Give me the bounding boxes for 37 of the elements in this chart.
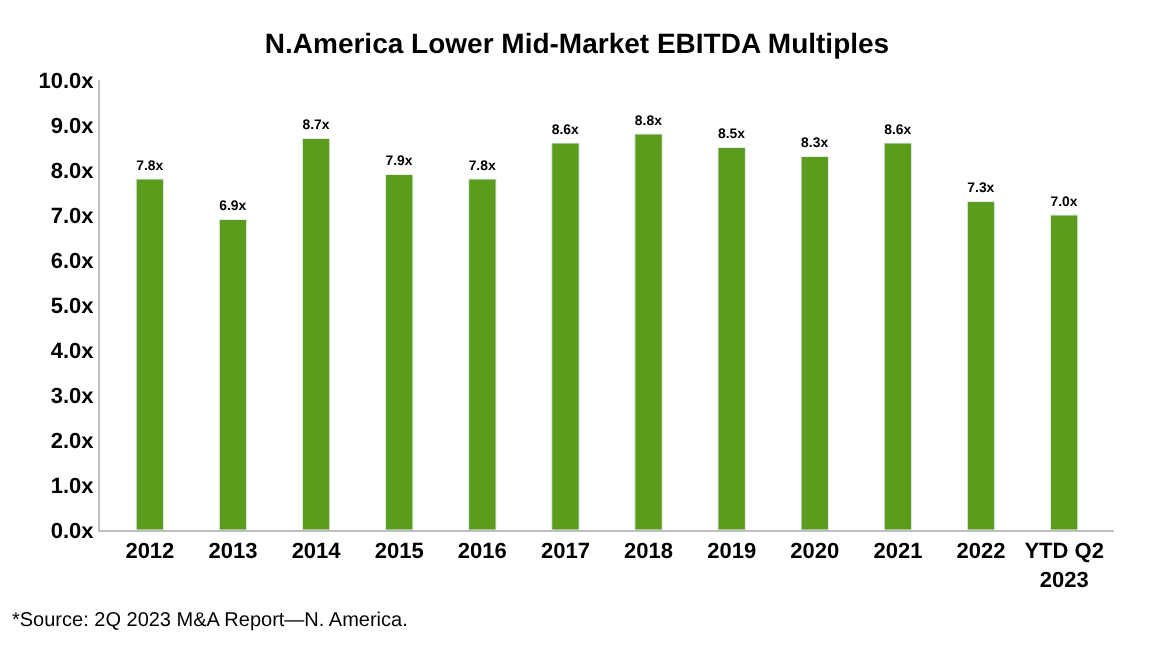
y-tick-label: 3.0x — [50, 384, 96, 409]
bar — [634, 133, 663, 530]
y-tick-label: 7.0x — [50, 204, 96, 229]
y-tick-label: 9.0x — [50, 114, 96, 139]
bar — [135, 178, 165, 530]
bar — [385, 174, 414, 530]
x-tick-label: 2016 — [457, 540, 507, 565]
y-tick-label: 2.0x — [50, 429, 96, 454]
y-tick-label: 10.0x — [38, 69, 96, 94]
bar — [883, 142, 913, 530]
x-tick-label: 2013 — [208, 540, 258, 565]
y-tick-label: 0.0x — [50, 519, 96, 544]
bar — [966, 201, 996, 530]
x-tick-label: 2017 — [540, 540, 590, 565]
bar — [301, 138, 331, 530]
bar — [717, 147, 746, 530]
x-tick-label: 2012 — [125, 540, 175, 565]
y-tick-label: 6.0x — [50, 249, 96, 274]
bar — [1049, 214, 1079, 530]
x-tick-label: YTD Q2 2023 — [1024, 540, 1104, 593]
x-tick-label: 2020 — [790, 540, 840, 565]
x-tick-label: 2015 — [374, 540, 424, 565]
y-tick-label: 4.0x — [50, 339, 96, 364]
y-tick-label: 8.0x — [50, 159, 96, 184]
bar — [218, 219, 248, 530]
chart-title: N.America Lower Mid-Market EBITDA Multiples — [264, 27, 890, 60]
bar — [800, 156, 829, 530]
x-tick-label: 2014 — [291, 540, 343, 565]
x-tick-label: 2022 — [956, 540, 1006, 565]
bar — [468, 178, 497, 530]
x-tick-label: 2019 — [707, 540, 757, 565]
y-tick-label: 1.0x — [50, 474, 96, 499]
bar — [551, 142, 580, 530]
y-tick-label: 5.0x — [50, 294, 96, 319]
text: *Source: 2Q 2023 M&A Report—N. America. — [12, 610, 408, 632]
x-tick-label: 2021 — [873, 540, 923, 565]
x-tick-label: 2018 — [624, 540, 674, 565]
